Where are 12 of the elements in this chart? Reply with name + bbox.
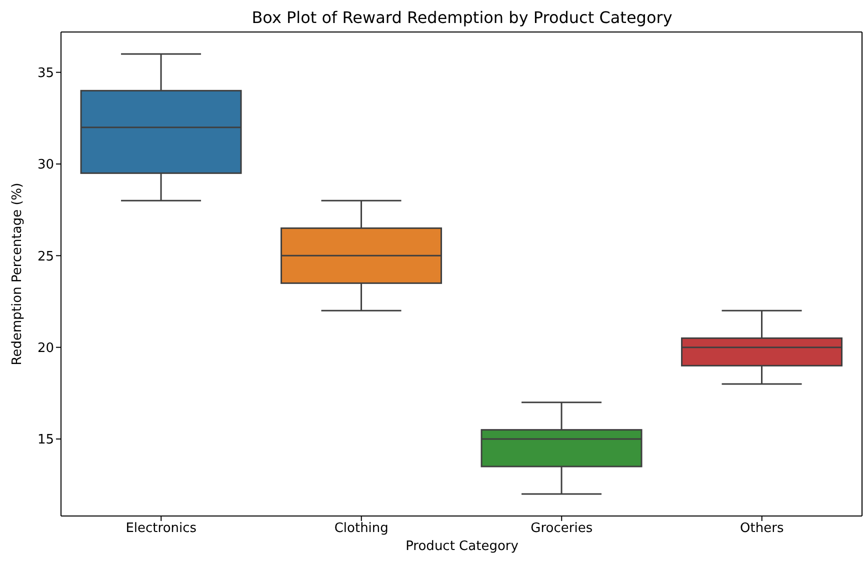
- y-tick-label: 25: [37, 249, 54, 264]
- y-tick-label: 15: [37, 432, 54, 448]
- x-axis-title: Product Category: [404, 539, 520, 555]
- y-axis-title: Redemption Percentage (%): [10, 182, 26, 366]
- x-tick-label: Electronics: [126, 521, 197, 536]
- y-tick-label: 30: [37, 158, 54, 173]
- y-tick-label: 35: [37, 66, 54, 81]
- x-tick-label: Others: [740, 521, 784, 536]
- chart-title: Box Plot of Reward Redemption by Product Category: [250, 8, 674, 27]
- x-tick-label: Groceries: [530, 521, 593, 536]
- x-tick-label: Clothing: [334, 521, 388, 536]
- y-tick-label: 20: [37, 340, 54, 356]
